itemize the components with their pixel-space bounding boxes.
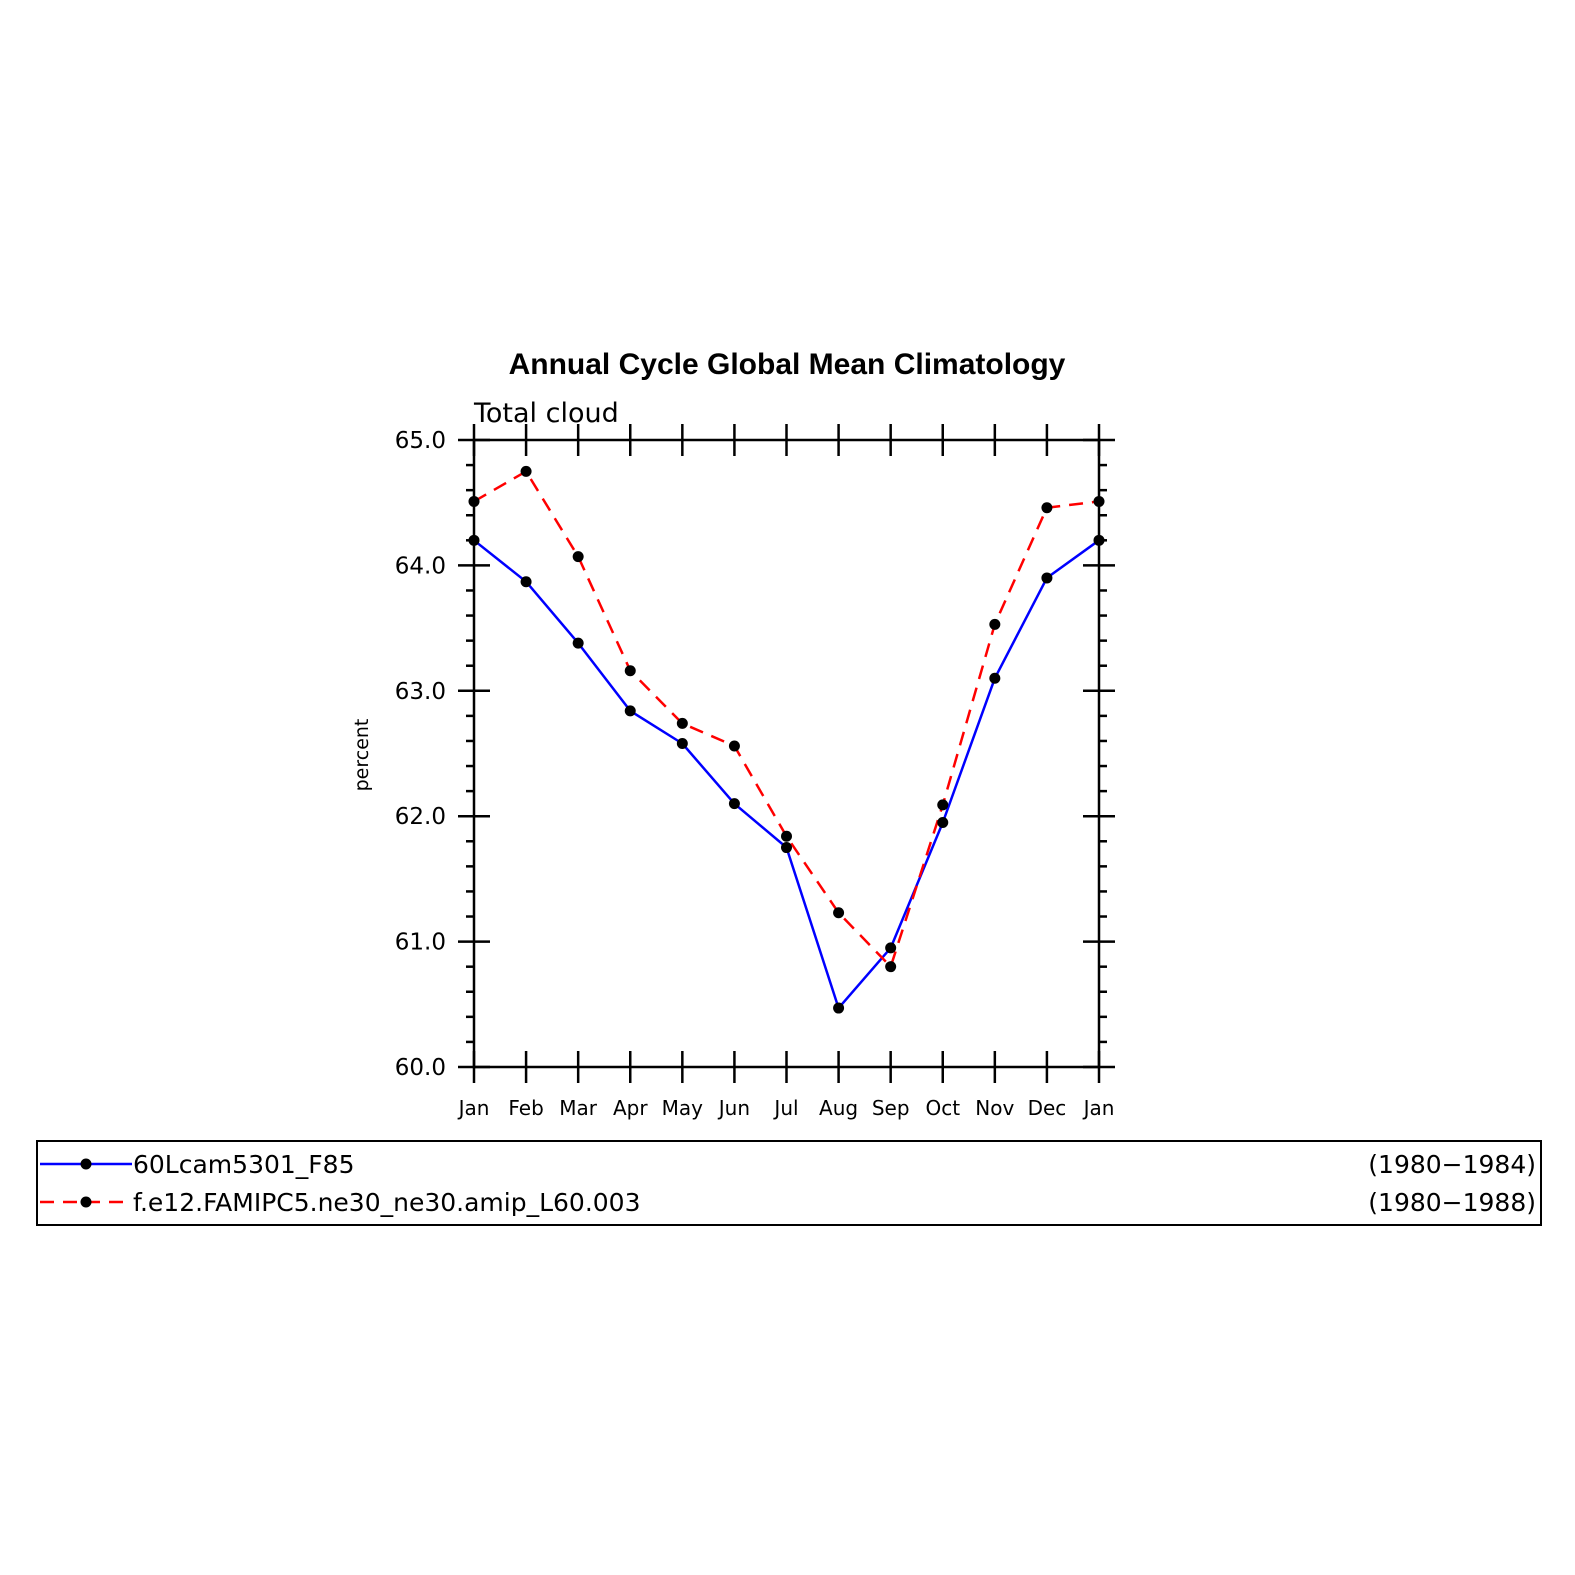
- legend-label-1: 60Lcam5301_F85: [133, 1150, 354, 1179]
- y-tick-label: 61.0: [395, 930, 446, 956]
- series-2-point: [676, 717, 688, 729]
- series-1-point: [468, 534, 480, 546]
- series-1-point: [520, 576, 532, 588]
- series-2-point: [520, 465, 532, 477]
- series-2-point: [728, 740, 740, 752]
- legend: 60Lcam5301_F85 (1980−1984) f.e12.FAMIPC5.n…: [40, 1150, 1536, 1217]
- y-axis-label: percent: [351, 719, 373, 792]
- series-1-point: [1041, 572, 1053, 584]
- series-2-point: [1041, 502, 1053, 514]
- x-tick-label: May: [662, 1096, 704, 1120]
- x-tick-label: Apr: [613, 1096, 648, 1120]
- series-1-point: [624, 705, 636, 717]
- legend-period-1: (1980−1984): [1368, 1150, 1536, 1179]
- series-line-1: [473, 539, 1100, 1010]
- series-layer: [468, 465, 1105, 1014]
- series-line-2: [473, 470, 1100, 968]
- x-tick-label: Mar: [559, 1096, 598, 1120]
- series-1-point: [937, 816, 949, 828]
- series-2-point: [937, 799, 949, 811]
- series-2-point: [624, 665, 636, 677]
- x-tick-label: Dec: [1028, 1096, 1067, 1120]
- x-tick-label: Jan: [457, 1096, 490, 1120]
- y-tick-label: 60.0: [395, 1055, 446, 1081]
- legend-marker-1: [80, 1158, 92, 1170]
- chart-title: Annual Cycle Global Mean Climatology: [509, 348, 1066, 381]
- y-tick-labels: 60.0 61.0 62.0 63.0 64.0 65.0: [395, 428, 446, 1081]
- plot-frame: [472, 438, 1101, 1069]
- x-tick-label: Jun: [717, 1096, 750, 1120]
- legend-box: [36, 1140, 1542, 1226]
- x-tick-label: Jul: [772, 1096, 798, 1120]
- legend-marker-2: [80, 1196, 92, 1208]
- series-2-point: [1093, 495, 1105, 507]
- y-tick-label: 65.0: [395, 428, 446, 454]
- y-tick-label: 62.0: [395, 804, 446, 830]
- x-tick-label: Feb: [508, 1096, 543, 1120]
- x-tick-label: Sep: [872, 1096, 910, 1120]
- series-2-point: [989, 618, 1001, 630]
- x-tick-labels: Jan Feb Mar Apr May Jun Jul Aug Sep Oct Nov Dec Jan: [457, 1096, 1115, 1120]
- legend-period-2: (1980−1988): [1368, 1188, 1536, 1217]
- x-tick-label: Oct: [925, 1096, 960, 1120]
- series-1-point: [728, 798, 740, 810]
- x-tick-label: Nov: [975, 1096, 1014, 1120]
- series-1-point: [885, 942, 897, 954]
- series-1-point: [989, 672, 1001, 684]
- y-tick-label: 63.0: [395, 679, 446, 705]
- series-1-point: [781, 842, 792, 854]
- series-1-point: [833, 1002, 845, 1014]
- x-tick-label: Jan: [1082, 1096, 1115, 1120]
- series-2-point: [833, 907, 845, 919]
- chart-subtitle: Total cloud: [473, 398, 619, 429]
- series-1-point: [676, 737, 688, 749]
- series-1-point: [1093, 534, 1105, 546]
- series-1-point: [572, 637, 584, 649]
- y-tick-label: 64.0: [395, 553, 446, 579]
- series-2-point: [781, 830, 792, 842]
- series-2-point: [468, 495, 480, 507]
- series-2-point: [885, 961, 897, 973]
- legend-label-2: f.e12.FAMIPC5.ne30_ne30.amip_L60.003: [133, 1188, 641, 1217]
- series-2-point: [572, 551, 584, 563]
- axis-ticks: [458, 424, 1115, 1083]
- x-tick-label: Aug: [819, 1096, 858, 1120]
